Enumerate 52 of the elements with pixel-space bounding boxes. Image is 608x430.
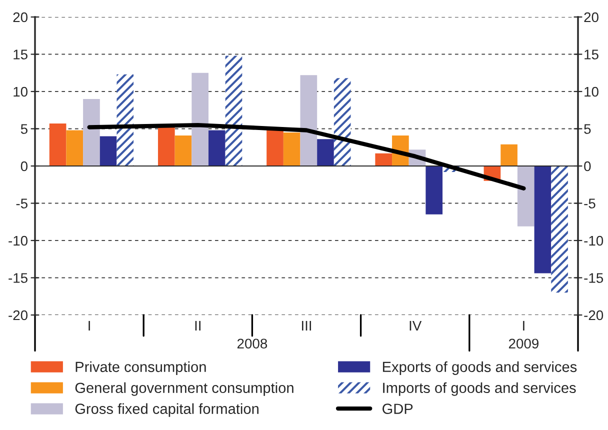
legend-label: Gross fixed capital formation xyxy=(75,403,258,417)
bar xyxy=(225,56,242,166)
bar xyxy=(317,139,334,166)
bar xyxy=(100,136,117,166)
y2-tick-label: 20 xyxy=(584,12,598,22)
bar xyxy=(49,124,66,166)
y-tick-label: -15 xyxy=(8,273,28,283)
bar xyxy=(551,166,568,293)
bar xyxy=(534,166,552,274)
bar xyxy=(426,166,443,214)
y2-tick-label: 10 xyxy=(584,86,598,97)
legend-label: Exports of goods and services xyxy=(382,361,577,375)
bar xyxy=(375,153,392,166)
bar xyxy=(208,130,226,166)
y-tick-label: 0 xyxy=(20,161,28,172)
line-series xyxy=(87,122,526,190)
y2-tick-label: -10 xyxy=(584,236,604,246)
legend-label: General government consumption xyxy=(75,382,294,396)
text: 2009 xyxy=(508,338,538,349)
legend-label: GDP xyxy=(382,404,413,414)
bar xyxy=(300,75,318,166)
bar xyxy=(158,127,175,166)
y-tick-label: 15 xyxy=(14,50,28,60)
y-tick-label: 10 xyxy=(14,86,28,97)
y-tick-label: -5 xyxy=(16,198,28,208)
bar xyxy=(283,132,300,166)
y2-tick-label: -5 xyxy=(584,198,596,208)
y-tick-label: -20 xyxy=(8,310,28,320)
x-tick-label: III xyxy=(302,320,312,331)
bar xyxy=(174,135,192,166)
bar xyxy=(192,72,208,166)
bar xyxy=(500,144,518,166)
bar xyxy=(83,98,100,166)
text: 2008 xyxy=(237,338,268,349)
y2-tick-label: -15 xyxy=(584,273,604,283)
legend-label: Private consumption xyxy=(76,361,206,375)
y2-tick-label: 0 xyxy=(584,161,591,172)
bar xyxy=(116,74,134,166)
legend-label: Imports of goods and services xyxy=(383,382,576,396)
y2-tick-label: -20 xyxy=(584,310,604,320)
y2-tick-label: 5 xyxy=(584,124,591,134)
bar xyxy=(334,78,351,166)
y-tick-label: -10 xyxy=(8,236,28,246)
x-tick-label: I xyxy=(523,320,524,331)
y-tick-label: 5 xyxy=(20,124,28,134)
x-tick-label: II xyxy=(195,320,200,331)
y-tick-label: 20 xyxy=(13,12,28,22)
x-tick-label: I xyxy=(88,320,90,331)
bar xyxy=(66,130,84,166)
x-tick-label: IV xyxy=(410,320,422,331)
y2-tick-label: 15 xyxy=(584,50,598,60)
bar xyxy=(517,166,534,226)
